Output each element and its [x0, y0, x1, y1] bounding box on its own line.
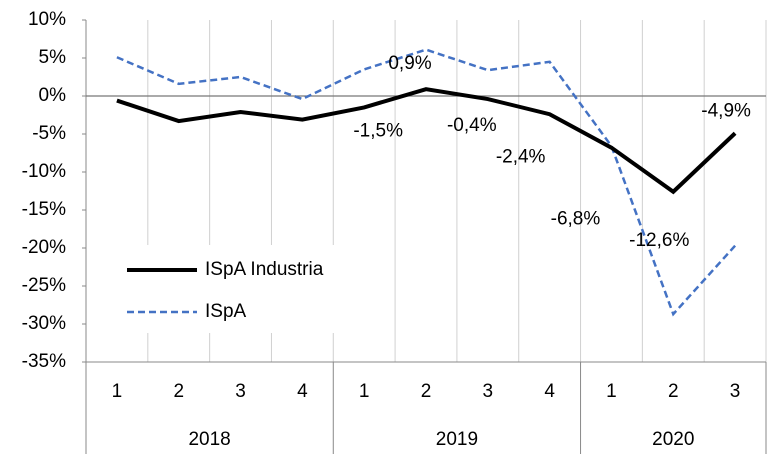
x-tick-label: 1	[112, 381, 123, 402]
legend-label: ISpA Industria	[205, 259, 324, 280]
x-tick-label: 2	[421, 381, 432, 402]
data-label: -4,9%	[701, 100, 751, 121]
group-label: 2019	[436, 429, 478, 450]
x-tick-label: 4	[297, 381, 308, 402]
x-tick-label: 1	[359, 381, 370, 402]
y-tick-label: -10%	[22, 161, 66, 182]
y-tick-label: -30%	[22, 313, 66, 334]
series-line	[116, 48, 737, 317]
x-tick-label: 2	[173, 381, 184, 402]
data-label: -1,5%	[353, 120, 403, 141]
group-label: 2020	[652, 429, 694, 450]
legend-box	[105, 245, 370, 333]
data-label: -6,8%	[551, 209, 601, 230]
data-label: -2,4%	[496, 146, 546, 167]
series-line	[116, 87, 737, 195]
data-label: 0,9%	[388, 53, 431, 74]
y-tick-label: 5%	[39, 47, 67, 68]
y-tick-label: 0%	[39, 85, 67, 106]
legend-label: ISpA	[205, 301, 247, 322]
y-tick-label: 10%	[28, 9, 66, 30]
x-tick-label: 3	[483, 381, 494, 402]
x-tick-label: 2	[668, 381, 679, 402]
y-tick-label: -20%	[22, 237, 66, 258]
x-tick-label: 4	[544, 381, 555, 402]
y-tick-label: -35%	[22, 351, 66, 372]
x-tick-label: 3	[730, 381, 741, 402]
y-tick-label: -25%	[22, 275, 66, 296]
x-tick-label: 3	[235, 381, 246, 402]
group-label: 2018	[188, 429, 230, 450]
y-tick-label: -15%	[22, 199, 66, 220]
y-tick-label: -5%	[32, 123, 66, 144]
data-label: -12,6%	[629, 230, 689, 251]
data-label: -0,4%	[447, 115, 497, 136]
x-tick-label: 1	[606, 381, 617, 402]
